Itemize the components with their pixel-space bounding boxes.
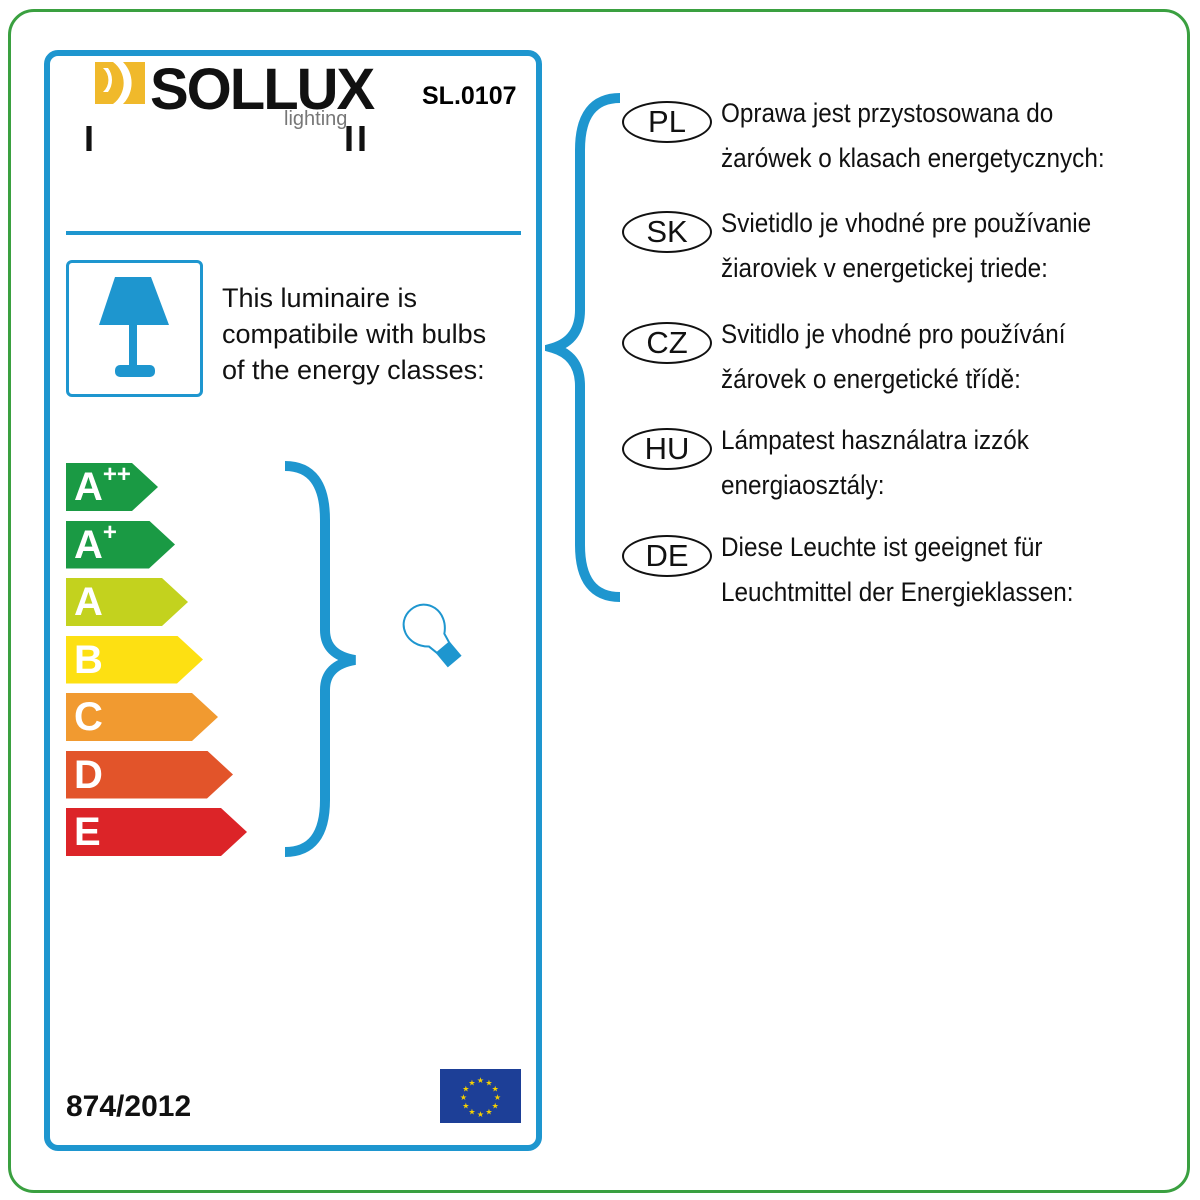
language-text: Svietidlo je vhodné pre používanie žiarov… bbox=[721, 201, 1091, 291]
svg-text:★: ★ bbox=[460, 1093, 467, 1102]
label-panel bbox=[44, 50, 542, 1151]
text-line: Diese Leuchte ist geeignet für bbox=[721, 532, 1043, 562]
svg-text:★: ★ bbox=[468, 1108, 475, 1117]
energy-class-arrow: A++ bbox=[66, 463, 158, 511]
language-code-hu: HU bbox=[622, 428, 712, 470]
energy-class-arrow: D bbox=[66, 751, 233, 799]
class-letter: A bbox=[74, 580, 103, 624]
svg-text:★: ★ bbox=[485, 1108, 492, 1117]
energy-class-arrow: E bbox=[66, 808, 247, 856]
language-code-pl: PL bbox=[622, 101, 712, 143]
table-lamp-icon bbox=[99, 277, 169, 377]
class-letter: D bbox=[74, 752, 103, 797]
outer-border bbox=[8, 9, 1190, 1193]
brace-small bbox=[284, 461, 357, 857]
text-line: żarówek o klasach energetycznych: bbox=[721, 143, 1105, 173]
text-line: Oprawa jest przystosowana do bbox=[721, 98, 1054, 128]
energy-class-arrow: C bbox=[66, 693, 218, 741]
text-line: Leuchtmittel der Energieklassen: bbox=[721, 577, 1074, 607]
svg-text:★: ★ bbox=[492, 1102, 499, 1111]
brand-sub: lighting bbox=[284, 108, 348, 130]
svg-text:★: ★ bbox=[462, 1085, 469, 1094]
svg-text:★: ★ bbox=[494, 1093, 501, 1102]
light-bulb-icon bbox=[402, 603, 462, 668]
compat-line: compatibile with bulbs bbox=[222, 319, 487, 349]
class-plus: + bbox=[102, 518, 117, 546]
lamp-box bbox=[66, 260, 203, 397]
svg-text:★: ★ bbox=[477, 1110, 484, 1119]
compat-line: This luminaire is bbox=[222, 283, 418, 313]
svg-text:★: ★ bbox=[477, 1076, 484, 1085]
language-text: Lámpatest használatra izzók energiaosztál… bbox=[721, 418, 1029, 508]
language-text: Svitidlo je vhodné pro používání žárovek … bbox=[721, 312, 1065, 402]
energy-class-arrow: A+ bbox=[66, 521, 175, 569]
language-code-de: DE bbox=[622, 535, 712, 577]
text-line: energiaosztály: bbox=[721, 470, 885, 500]
svg-text:★: ★ bbox=[468, 1078, 475, 1087]
language-code-sk: SK bbox=[622, 211, 712, 253]
energy-class-arrow: A bbox=[66, 578, 188, 626]
compat-line: of the energy classes: bbox=[222, 355, 485, 385]
class-letter: A bbox=[74, 522, 103, 567]
energy-class-arrow: B bbox=[66, 636, 203, 684]
regulation-number: 874/2012 bbox=[66, 1090, 192, 1123]
divider bbox=[66, 231, 521, 235]
text-line: žárovek o energetické třídě: bbox=[721, 364, 1021, 394]
class-letter: E bbox=[74, 810, 101, 854]
sollux-logo-icon bbox=[95, 62, 145, 104]
text-line: Svitidlo je vhodné pro používání bbox=[721, 319, 1066, 349]
brand-name: SOLLUX bbox=[150, 57, 375, 122]
eu-flag-icon: ★ ★ ★ ★ ★ ★ ★ ★ ★ ★ ★ ★ bbox=[440, 1069, 521, 1123]
text-line: Svietidlo je vhodné pre používanie bbox=[721, 208, 1092, 238]
language-text: Oprawa jest przystosowana do żarówek o kl… bbox=[721, 91, 1105, 181]
mark-left: I bbox=[84, 118, 95, 159]
brace-large bbox=[545, 93, 621, 602]
svg-text:★: ★ bbox=[485, 1078, 492, 1087]
svg-text:★: ★ bbox=[492, 1085, 499, 1094]
text-line: žiaroviek v energetickej triede: bbox=[721, 253, 1048, 283]
class-letter: B bbox=[74, 637, 103, 682]
mark-right: II bbox=[344, 118, 371, 159]
model-code: SL.0107 bbox=[422, 82, 517, 110]
language-code-cz: CZ bbox=[622, 322, 712, 364]
class-letter: A bbox=[74, 465, 103, 509]
svg-text:★: ★ bbox=[462, 1102, 469, 1111]
language-text: Diese Leuchte ist geeignet für Leuchtmitt… bbox=[721, 525, 1074, 615]
class-letter: C bbox=[74, 695, 103, 739]
compat-text: This luminaire is compatibile with bulbs… bbox=[222, 280, 486, 388]
text-line: Lámpatest használatra izzók bbox=[721, 425, 1029, 455]
class-plus: ++ bbox=[102, 461, 131, 488]
